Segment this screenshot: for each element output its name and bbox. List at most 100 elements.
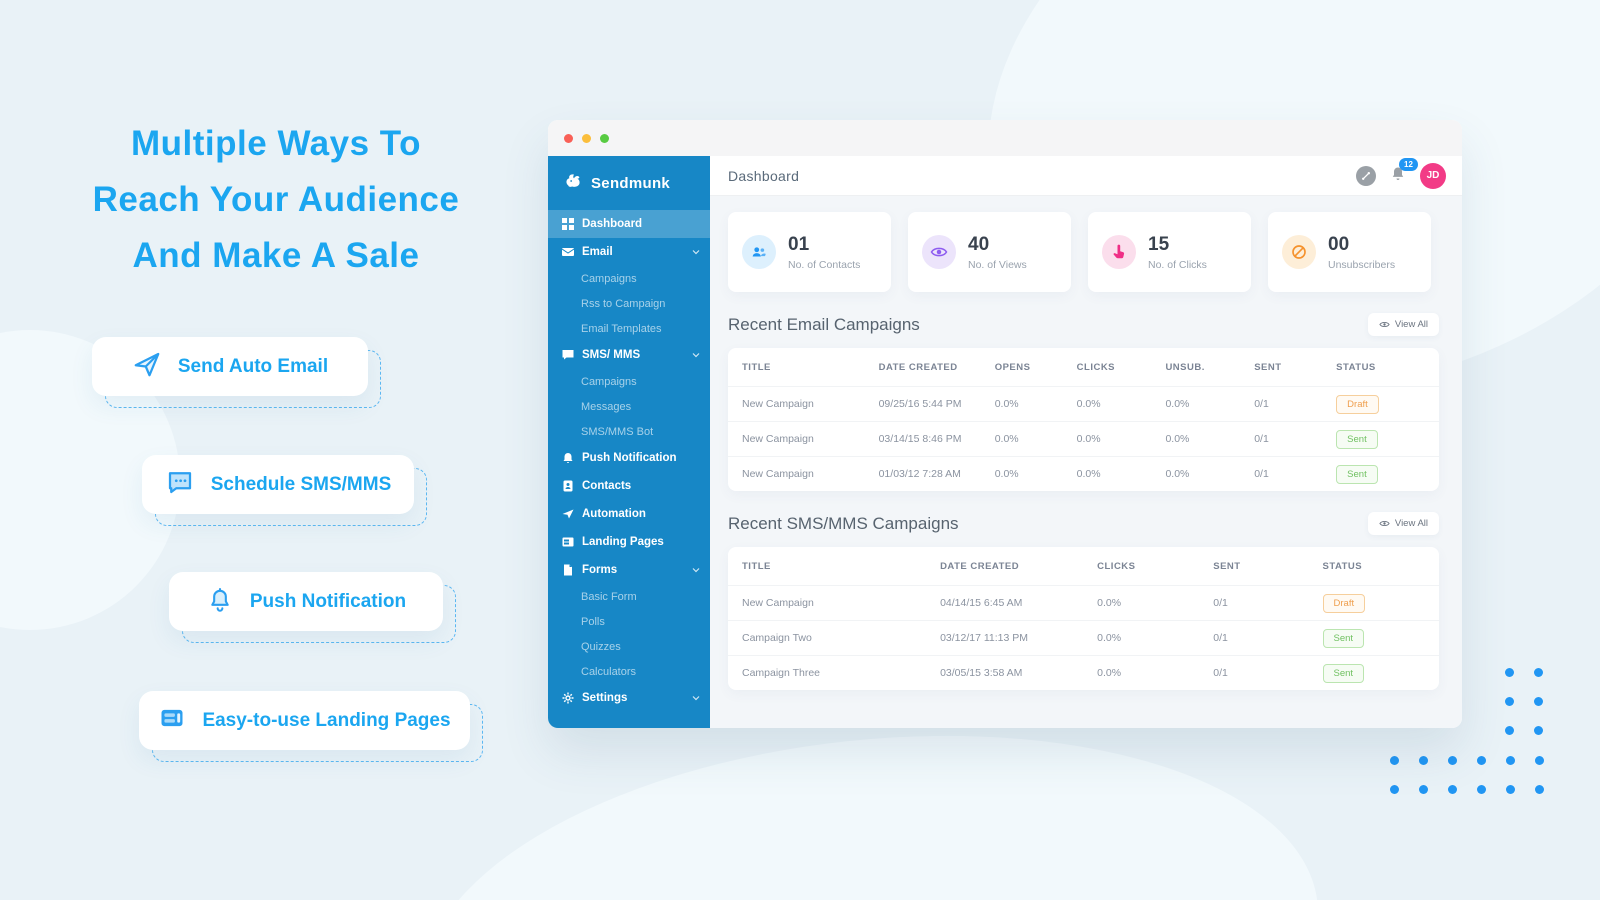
status-badge: Draft [1336, 394, 1379, 414]
stat-card-contacts: 01 No. of Contacts [728, 212, 891, 292]
stat-label: No. of Clicks [1148, 258, 1207, 271]
window-zoom-button[interactable] [600, 133, 609, 143]
brand-logo[interactable]: Sendmunk [548, 156, 710, 210]
feature-landing-pages[interactable]: Easy-to-use Landing Pages [139, 691, 483, 762]
notifications-bell-icon[interactable]: 12 [1390, 157, 1418, 187]
gear-icon [562, 692, 574, 704]
hero-headline: Multiple Ways To Reach Your Audience And… [36, 116, 516, 284]
contacts-icon [563, 480, 573, 492]
app-header: Dashboard 12 JD [710, 156, 1462, 196]
feature-schedule-sms[interactable]: Schedule SMS/MMS [142, 455, 427, 526]
sidebar-item-dashboard[interactable]: Dashboard [548, 210, 710, 238]
table-row[interactable]: New Campaign 09/25/16 5:44 PM 0.0% 0.0% … [728, 386, 1439, 421]
grid-icon [562, 218, 574, 230]
bell-icon [563, 453, 573, 463]
sidebar-item-sms-mms[interactable]: SMS/ MMS [548, 341, 710, 369]
sms-section-title: Recent SMS/MMS Campaigns [728, 513, 959, 533]
stat-value: 01 [788, 233, 810, 255]
stat-value: 15 [1148, 233, 1170, 255]
stat-card-clicks: 15 No. of Clicks [1088, 212, 1251, 292]
users-icon [742, 235, 776, 269]
table-row[interactable]: New Campaign 01/03/12 7:28 AM 0.0% 0.0% … [728, 456, 1439, 491]
email-view-all-button[interactable]: View All [1367, 313, 1439, 336]
stat-label: Unsubscribers [1328, 258, 1396, 271]
table-row[interactable]: New Campaign 04/14/15 6:45 AM 0.0% 0/1 D… [728, 585, 1439, 620]
status-badge: Sent [1322, 663, 1365, 683]
bell-icon [206, 585, 234, 618]
sidebar-item-contacts[interactable]: Contacts [548, 472, 710, 500]
page-title: Dashboard [728, 167, 800, 184]
stat-value: 00 [1328, 233, 1350, 255]
table-header-row: TITLE DATE CREATED CLICKS SENT STATUS [742, 560, 1363, 572]
sms-view-all-button[interactable]: View All [1367, 512, 1439, 535]
app-window: Sendmunk Dashboard Email Campaigns Rss t… [548, 120, 1462, 728]
sidebar-item-email-campaigns[interactable]: Campaigns [581, 272, 637, 285]
browser-icon [562, 537, 574, 547]
avatar[interactable]: JD [1420, 162, 1446, 189]
feature-send-auto-email[interactable]: Send Auto Email [92, 337, 381, 408]
window-close-button[interactable] [564, 133, 573, 143]
dashboard-content: 01 No. of Contacts 40 No. of Views [710, 196, 1462, 728]
table-row[interactable]: New Campaign 03/14/15 8:46 PM 0.0% 0.0% … [728, 421, 1439, 456]
sidebar: Sendmunk Dashboard Email Campaigns Rss t… [548, 156, 710, 728]
sidebar-item-polls[interactable]: Polls [581, 615, 605, 628]
chat-bubble-icon [165, 467, 195, 502]
sidebar-item-landing-pages[interactable]: Landing Pages [548, 528, 710, 556]
chevron-down-icon [692, 250, 700, 255]
status-badge: Sent [1322, 628, 1365, 648]
stat-label: No. of Contacts [788, 258, 861, 271]
stat-label: No. of Views [968, 258, 1027, 271]
pointer-icon [1102, 235, 1136, 269]
sidebar-item-settings[interactable]: Settings [548, 684, 710, 712]
status-badge: Draft [1322, 593, 1366, 613]
sidebar-item-sms-mms-bot[interactable]: SMS/MMS Bot [581, 425, 654, 438]
feature-label: Schedule SMS/MMS [210, 473, 392, 495]
envelope-icon [562, 248, 574, 256]
sidebar-item-quizzes[interactable]: Quizzes [581, 640, 621, 653]
stat-value: 40 [968, 233, 990, 255]
feature-push-notification[interactable]: Push Notification [169, 572, 456, 643]
feature-label: Easy-to-use Landing Pages [202, 709, 451, 731]
headline-text: Multiple Ways To Reach Your Audience And… [92, 124, 460, 275]
window-titlebar [548, 120, 1462, 156]
chevron-down-icon [692, 353, 700, 358]
paper-plane-icon [132, 349, 162, 384]
dots-decoration [1390, 756, 1564, 814]
eye-icon [922, 235, 956, 269]
sidebar-item-automation[interactable]: Automation [548, 500, 710, 528]
email-campaigns-table: TITLE DATE CREATED OPENS CLICKS UNSUB. S… [728, 348, 1439, 491]
dots-decoration [1505, 668, 1563, 755]
compose-icon[interactable] [1356, 165, 1376, 186]
landing-page-icon [158, 704, 186, 737]
table-row[interactable]: Campaign Two 03/12/17 11:13 PM 0.0% 0/1 … [728, 620, 1439, 655]
notification-count-badge: 12 [1399, 157, 1418, 171]
stat-card-unsubscribers: 00 Unsubscribers [1268, 212, 1431, 292]
sidebar-item-forms[interactable]: Forms [548, 556, 710, 584]
sidebar-item-messages[interactable]: Messages [581, 400, 632, 413]
sidebar-item-rss-to-campaign[interactable]: Rss to Campaign [581, 297, 666, 310]
sidebar-item-calculators[interactable]: Calculators [581, 665, 637, 678]
sidebar-item-sms-campaigns[interactable]: Campaigns [581, 375, 637, 388]
squirrel-logo-icon [562, 170, 584, 197]
file-icon [564, 564, 572, 576]
eye-icon [1379, 520, 1390, 527]
status-badge: Sent [1336, 464, 1378, 484]
sidebar-item-push-notification[interactable]: Push Notification [548, 444, 710, 472]
slash-circle-icon [1282, 235, 1316, 269]
stat-card-views: 40 No. of Views [908, 212, 1071, 292]
feature-label: Send Auto Email [177, 355, 329, 377]
table-row[interactable]: Campaign Three 03/05/15 3:58 AM 0.0% 0/1… [728, 655, 1439, 690]
chevron-down-icon [692, 568, 700, 573]
chat-icon [562, 350, 574, 360]
eye-icon [1379, 321, 1390, 328]
window-minimize-button[interactable] [582, 133, 591, 143]
table-header-row: TITLE DATE CREATED OPENS CLICKS UNSUB. S… [742, 361, 1376, 373]
sidebar-item-basic-form[interactable]: Basic Form [581, 590, 637, 603]
brand-name: Sendmunk [591, 174, 671, 192]
email-section-title: Recent Email Campaigns [728, 314, 920, 334]
sidebar-item-email[interactable]: Email [548, 238, 710, 266]
chevron-down-icon [692, 696, 700, 701]
feature-label: Push Notification [249, 590, 407, 612]
sidebar-item-email-templates[interactable]: Email Templates [581, 322, 662, 335]
sms-campaigns-table: TITLE DATE CREATED CLICKS SENT STATUS Ne… [728, 547, 1439, 690]
